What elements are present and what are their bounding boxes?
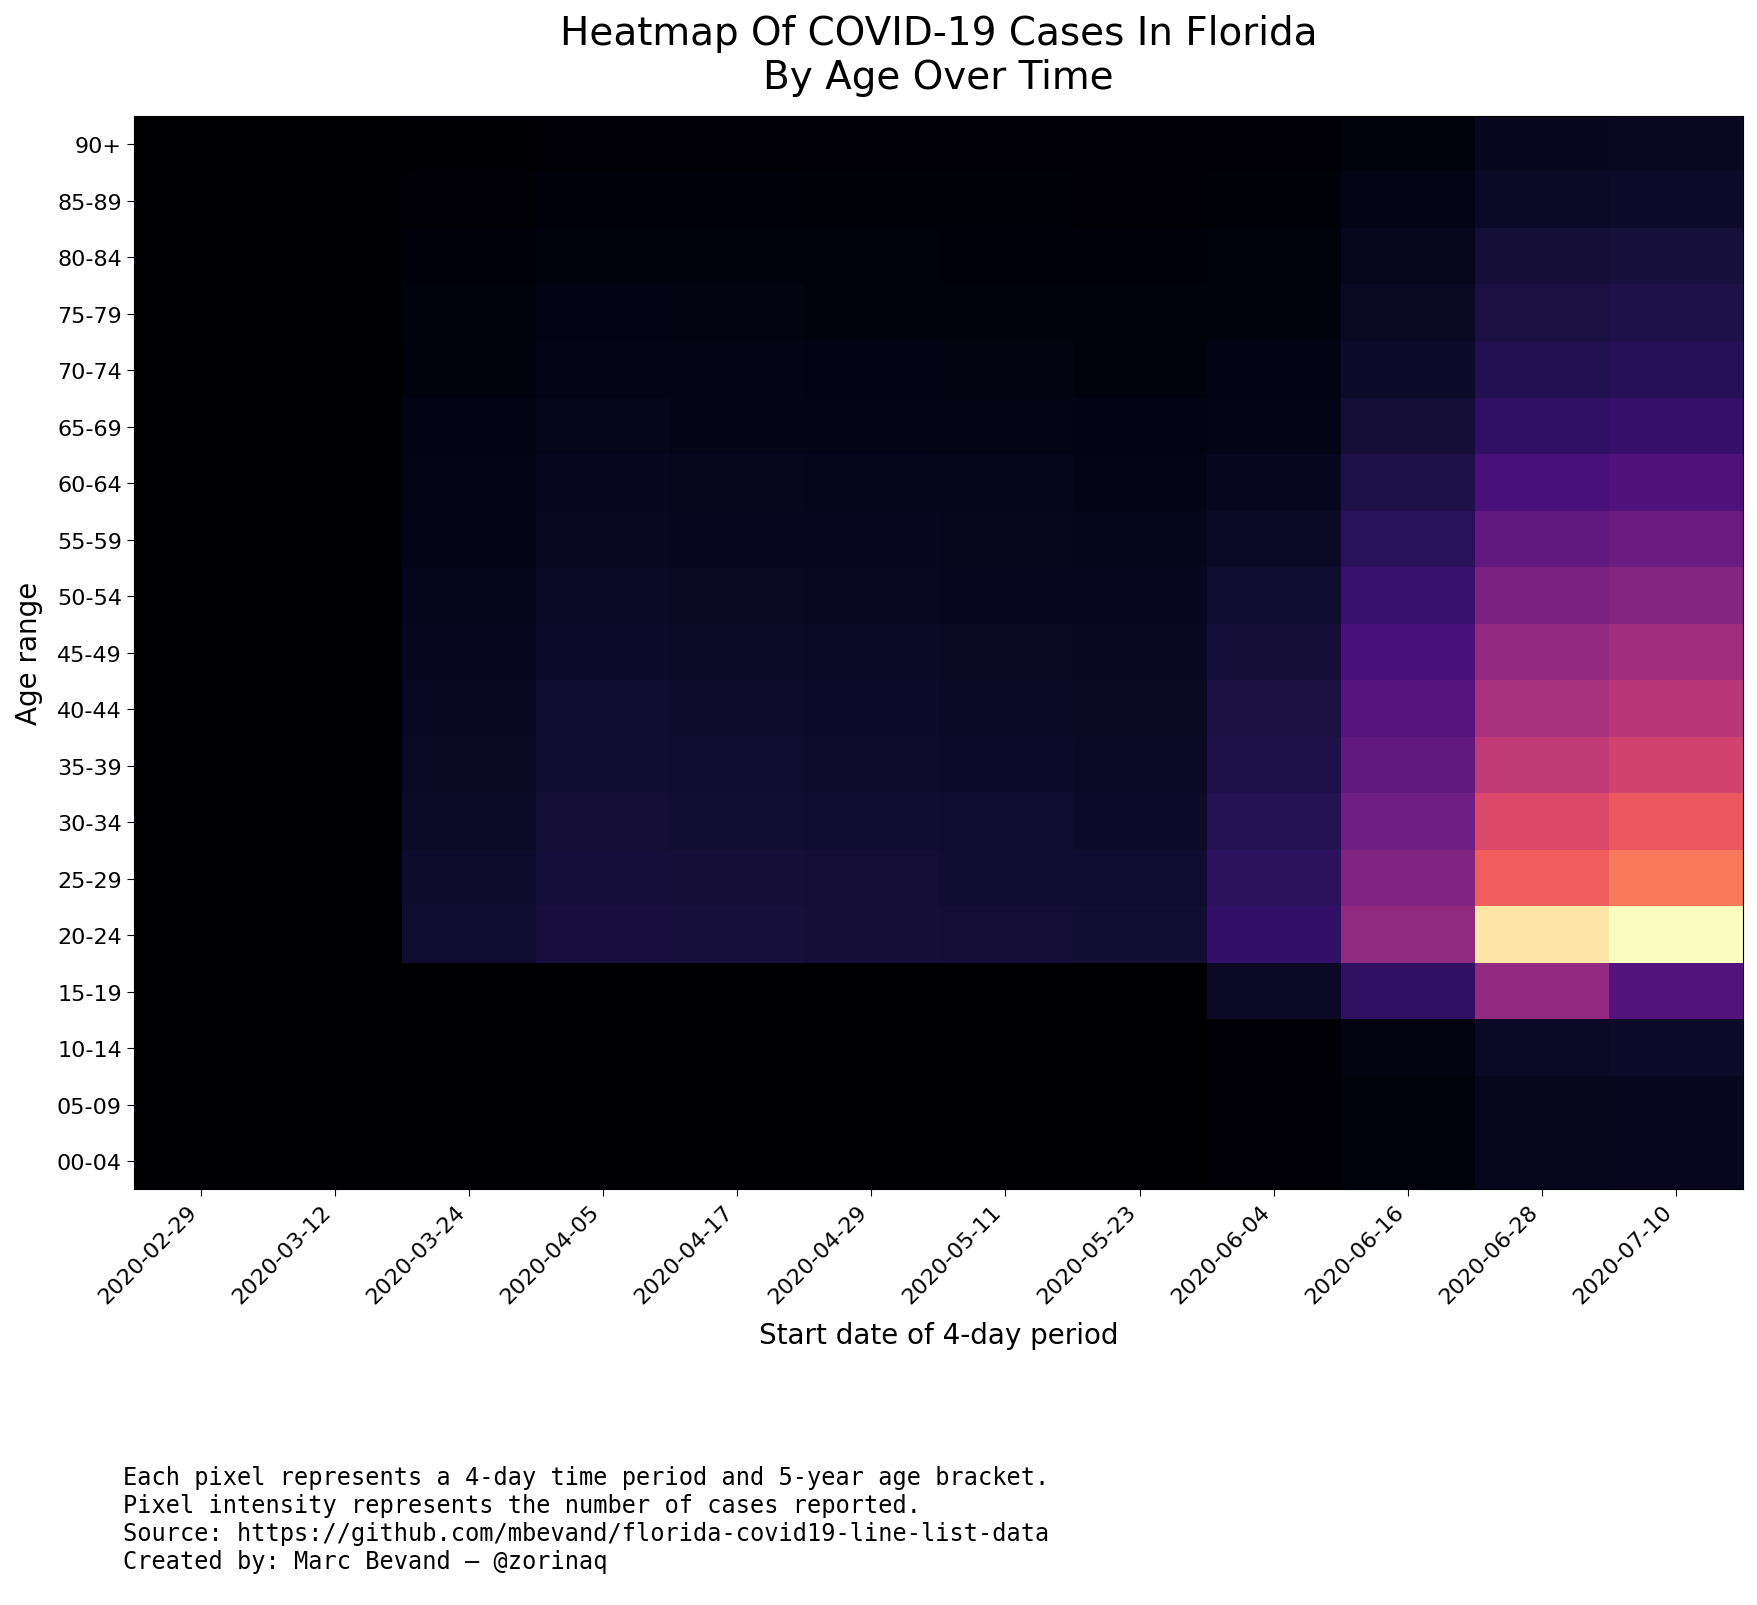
Title: Heatmap Of COVID-19 Cases In Florida
By Age Over Time: Heatmap Of COVID-19 Cases In Florida By … [559,14,1316,96]
Text: Each pixel represents a 4-day time period and 5-year age bracket.
Pixel intensit: Each pixel represents a 4-day time perio… [123,1465,1049,1573]
X-axis label: Start date of 4-day period: Start date of 4-day period [759,1321,1117,1350]
Y-axis label: Age range: Age range [16,581,42,725]
